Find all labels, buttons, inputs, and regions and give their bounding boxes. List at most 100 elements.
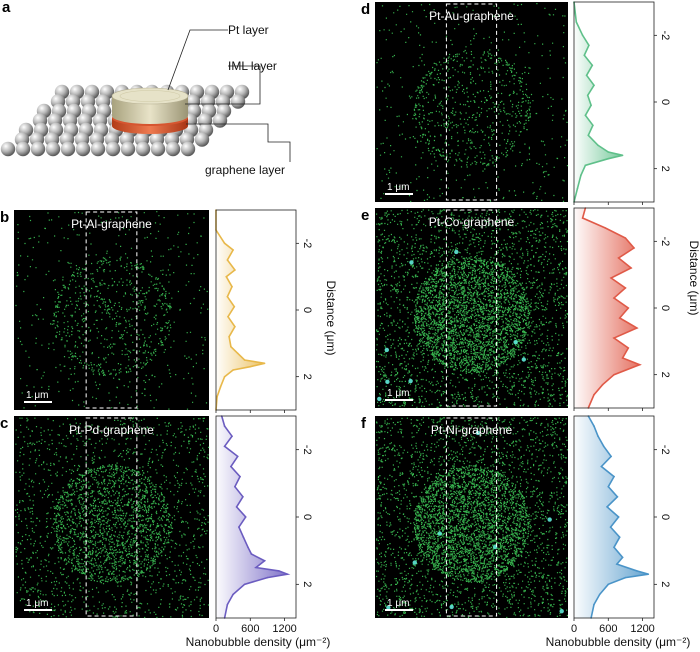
profile-point	[613, 337, 615, 339]
profile-point	[613, 297, 615, 299]
profile-point	[617, 516, 620, 518]
graphene-atom	[230, 94, 246, 109]
scale-bar-label: 1 μm	[387, 388, 409, 399]
microscopy-image-c: Pt-Pd-graphene 1 μm	[14, 416, 210, 619]
panel-label-e: e	[361, 207, 369, 224]
scale-bar-label: 1 μm	[387, 598, 409, 609]
profile-point	[263, 560, 266, 562]
profile-point	[242, 536, 245, 538]
density-profile-c: -2 0 2 0 600 1200	[213, 415, 313, 635]
profile-region-box	[445, 209, 498, 407]
y-tick-label: 2	[659, 372, 671, 378]
scale-bar-label: 1 μm	[26, 598, 48, 609]
profile-point	[604, 227, 607, 229]
profile-point	[233, 305, 236, 308]
panel-title-c: Pt-Pd-graphene	[69, 423, 154, 437]
profile-point	[592, 124, 594, 127]
panel-f: f Pt-Ni-graphene 1 μm -2 0 2 0 600 1200	[361, 415, 671, 635]
panel-b: b Pt-Al-graphene 1 μm -2 0 2	[0, 209, 313, 413]
profile-point	[624, 237, 627, 239]
profile-point	[226, 295, 229, 298]
profile-point	[593, 84, 595, 87]
microscopy-image-b: Pt-Al-graphene 1 μm	[14, 210, 209, 410]
profile-point	[616, 563, 618, 565]
profile-point	[232, 369, 234, 371]
profile-point	[602, 445, 605, 448]
profile-point	[638, 363, 641, 366]
profile-point	[278, 570, 280, 572]
y-tick-label: 0	[659, 99, 671, 105]
profile-point	[617, 257, 620, 259]
nanobubble-dots	[376, 417, 569, 619]
profile-point	[624, 576, 627, 579]
density-profile-f: -2 0 2 0 600 1200	[571, 415, 671, 635]
schematic-panel-a: a	[0, 0, 291, 177]
profile-point	[226, 603, 229, 606]
graphene-atom	[120, 141, 136, 157]
graphene-atom	[194, 132, 210, 147]
graphene-atom	[0, 141, 16, 157]
graphene-atom	[212, 113, 228, 128]
microscopy-panels: b Pt-Al-graphene 1 μm -2 0 2 c Pt-Pd-graphene 1 …	[0, 1, 671, 635]
profile-point	[601, 383, 604, 386]
profile-point	[607, 157, 610, 160]
profile-point	[286, 573, 289, 575]
panel-label-b: b	[0, 209, 9, 226]
profile-point	[624, 287, 627, 289]
profile-point	[236, 352, 239, 355]
panel-label-d: d	[361, 1, 370, 18]
profile-region-box	[445, 3, 498, 201]
y-tick-label: 0	[301, 307, 313, 313]
profile-point	[226, 259, 229, 261]
y-tick-label: -2	[659, 445, 671, 455]
profile-point	[230, 345, 232, 348]
density-profile-d: -2 0 2	[573, 1, 671, 205]
profile-point	[618, 536, 621, 538]
profile-point	[236, 455, 239, 458]
profile-point	[216, 395, 218, 398]
x-tick-label: 600	[241, 623, 259, 635]
profile-line-c	[220, 415, 291, 619]
density-axis-label-left: Nanobubble density (μm⁻²)	[186, 635, 331, 649]
profile-point	[586, 94, 589, 97]
graphene-atom	[15, 141, 31, 157]
profile-area-fill	[574, 208, 640, 408]
profile-point	[627, 307, 630, 309]
panel-label-a: a	[2, 0, 11, 16]
panel-label-f: f	[361, 415, 367, 432]
y-tick-label: 2	[659, 581, 671, 587]
profile-point	[607, 151, 610, 153]
distance-axis-label-left: Distance (μm)	[324, 281, 338, 356]
profile-point	[250, 553, 253, 555]
profile-point	[232, 249, 234, 251]
profile-point	[610, 455, 612, 458]
y-tick-label: -2	[659, 30, 671, 40]
panel-e: e Pt-Co-graphene 1 μm -2 0 2	[361, 207, 671, 411]
graphene-atom	[105, 141, 121, 157]
profile-point	[593, 425, 595, 427]
profile-point	[239, 475, 241, 478]
profile-point	[609, 526, 612, 528]
profile-point	[244, 516, 247, 518]
panel-title-f: Pt-Ni-graphene	[431, 423, 513, 437]
profile-area-fill	[216, 416, 288, 618]
profile-point	[636, 327, 638, 329]
panel-title-d: Pt-Au-graphene	[429, 9, 514, 23]
profile-point	[630, 267, 632, 269]
profile-point	[613, 373, 615, 376]
graphene-atom	[165, 141, 181, 157]
y-tick-label: -2	[301, 445, 313, 455]
x-tick-label: 0	[213, 623, 219, 635]
graphene-atom	[45, 141, 61, 157]
profile-point	[230, 465, 232, 468]
profile-point	[249, 365, 252, 368]
profile-point	[618, 317, 621, 319]
microscopy-image-d: Pt-Au-graphene 1 μm	[375, 2, 569, 203]
x-tick-label: 1200	[272, 623, 296, 635]
profile-point	[613, 546, 615, 549]
profile-point	[606, 506, 608, 508]
profile-point	[266, 576, 269, 579]
profile-point	[607, 485, 610, 488]
graphene-atom	[30, 141, 46, 157]
profile-point	[591, 64, 594, 67]
